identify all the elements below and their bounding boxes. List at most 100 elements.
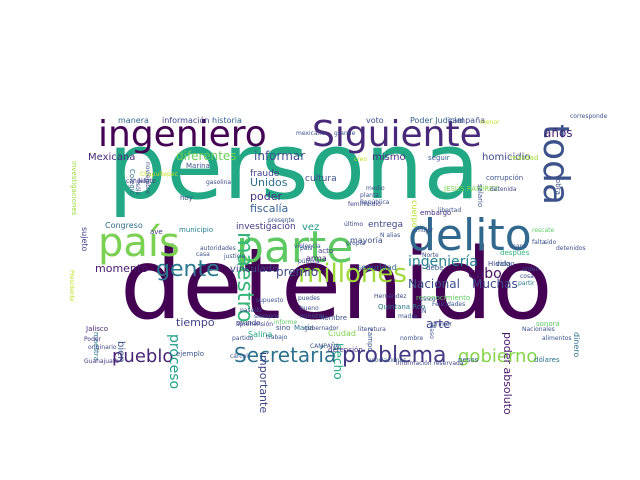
cloud-word: mismo: [372, 152, 406, 163]
cloud-word: corrupción: [486, 174, 523, 182]
cloud-word: detenida: [490, 186, 517, 193]
cloud-word: Colegio: [128, 169, 136, 195]
cloud-word: Jalisco: [85, 325, 108, 333]
cloud-word: obra: [554, 179, 562, 195]
cloud-word: sino: [276, 324, 290, 332]
cloud-word: delito: [408, 210, 532, 261]
cloud-word: campaña: [448, 116, 485, 125]
cloud-word: trabajo: [266, 334, 288, 341]
cloud-word: diferentes: [176, 149, 237, 163]
cloud-word: país: [300, 245, 312, 252]
cloud-word: corresponde: [570, 113, 608, 120]
cloud-word: literatura: [358, 326, 386, 333]
cloud-word: fraude: [250, 169, 280, 179]
cloud-word: Felicidades: [432, 301, 465, 308]
cloud-word: realidad: [510, 154, 538, 162]
cloud-word: ingeniería: [408, 254, 478, 270]
cloud-word: madre: [398, 313, 418, 320]
cloud-word: Nacionales: [522, 326, 555, 333]
cloud-word: seguir: [428, 154, 450, 162]
cloud-word: presente: [268, 217, 295, 224]
cloud-word: persona: [108, 113, 480, 220]
cloud-word: puedes: [298, 295, 320, 302]
cloud-word: alimentos: [542, 335, 572, 342]
cloud-word: pueblo: [112, 346, 173, 367]
cloud-word: cosa: [520, 273, 534, 280]
cloud-word: problema: [342, 343, 447, 368]
cloud-word: maestro: [232, 232, 257, 323]
cloud-word: cuerpo: [410, 200, 419, 228]
cloud-word: importante: [257, 352, 270, 413]
cloud-word: María: [294, 324, 313, 332]
cloud-word: República: [360, 199, 390, 206]
cloud-word: Guanajuato: [84, 358, 119, 365]
cloud-word: reconocimiento: [416, 294, 470, 302]
cloud-word: sonora: [536, 320, 560, 328]
cloud-word: N alias: [380, 232, 400, 239]
cloud-word: violencia: [294, 243, 321, 250]
cloud-word: gasolina: [206, 179, 231, 186]
cloud-word: medio: [366, 185, 385, 192]
cloud-word: mexicano: [296, 130, 325, 137]
cloud-word: Marina: [186, 162, 210, 170]
cloud-word: Salina: [248, 330, 272, 339]
cloud-word: JESÚS RAMÍREZ: [443, 184, 498, 193]
cloud-word: pasado: [240, 307, 262, 314]
cloud-word: asociaciones: [368, 357, 406, 364]
cloud-word: Poder Judicial: [410, 116, 464, 125]
cloud-word: jefe: [137, 178, 149, 185]
cloud-word: voto: [366, 116, 384, 125]
cloud-word: campo: [366, 328, 374, 352]
cloud-word: vida: [496, 260, 511, 268]
cloud-word: hombre: [320, 314, 347, 322]
cloud-word: falta: [532, 239, 546, 246]
cloud-word: toda: [535, 124, 576, 205]
cloud-word: último: [344, 221, 363, 228]
cloud-word: planta: [360, 192, 379, 199]
cloud-word: hecho: [331, 343, 345, 380]
cloud-word: dólares: [534, 356, 560, 364]
cloud-word: municipio: [179, 226, 213, 234]
cloud-word: sólo: [134, 183, 141, 195]
cloud-word: gente: [156, 257, 220, 282]
cloud-word: Hidalgo: [488, 260, 515, 268]
cloud-word: Mexicana: [88, 152, 135, 163]
cloud-word: cultura: [305, 174, 337, 184]
cloud-word: justicia: [223, 253, 246, 260]
cloud-word: grande: [334, 130, 356, 137]
cloud-word: detención: [328, 346, 363, 354]
cloud-word: Secretaría: [234, 343, 336, 367]
cloud-word: cárcel: [230, 353, 248, 360]
cloud-word: país: [98, 220, 180, 266]
cloud-word: investigaciones: [70, 161, 78, 216]
cloud-word: Quintana Roo: [378, 303, 425, 311]
cloud-word: propia: [346, 240, 365, 247]
cloud-word: primer: [432, 321, 452, 328]
cloud-word: entrega: [368, 220, 403, 230]
cloud-word: vez: [302, 222, 319, 233]
cloud-word: libertad: [438, 207, 461, 214]
cloud-word: Chapultepec: [140, 171, 178, 178]
cloud-word: mundo: [236, 319, 260, 327]
cloud-word: Norte: [422, 252, 439, 259]
cloud-word: sujeto: [80, 227, 89, 252]
cloud-word: homicidio: [482, 152, 531, 163]
cloud-word: bien: [115, 341, 126, 363]
cloud-word: candidato: [126, 178, 156, 185]
cloud-word: Nacional: [408, 277, 460, 291]
cloud-word: seguridad: [357, 263, 397, 272]
cloud-word: originario: [88, 344, 117, 351]
cloud-word: ingeniero: [98, 114, 267, 155]
cloud-word: debe: [426, 264, 444, 272]
cloud-word: cinco: [420, 296, 436, 303]
cloud-word: proceso: [166, 334, 182, 389]
cloud-word: acto: [318, 247, 333, 255]
cloud-word: feminicidio: [348, 201, 381, 208]
cloud-word: Muchas: [472, 277, 518, 291]
cloud-word: creo: [354, 156, 367, 163]
cloud-word: arte: [426, 317, 450, 331]
cloud-word: autoridades: [200, 245, 236, 252]
cloud-word: investigación: [236, 221, 296, 232]
cloud-word: mayoría: [350, 236, 383, 245]
